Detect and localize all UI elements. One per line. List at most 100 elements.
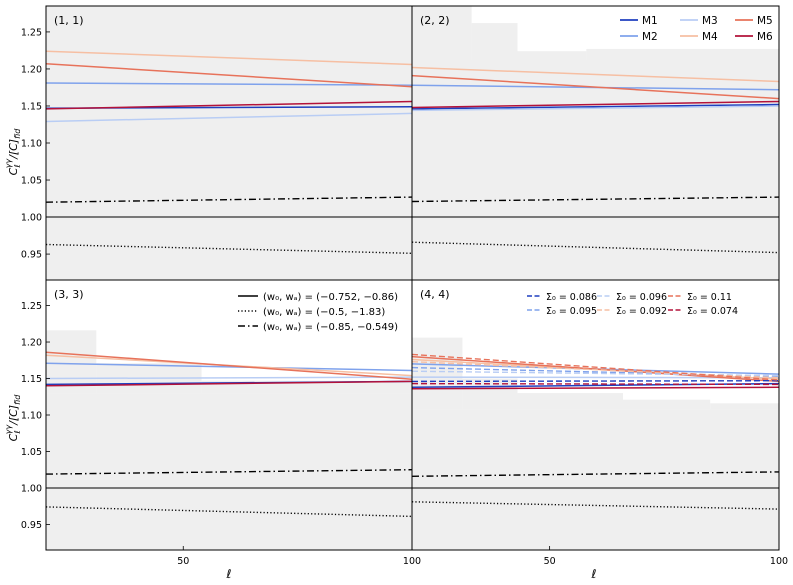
series-line	[412, 196, 779, 203]
legend-model-label: M5	[757, 15, 773, 27]
legend-w0wa-label: (w₀, wₐ) = (−0.85, −0.549)	[263, 322, 398, 333]
legend-model-label: M4	[702, 31, 718, 43]
excluded-band	[412, 6, 472, 61]
panel-label: (1, 1)	[54, 14, 84, 27]
panel-1: (1, 1) 0.95 1.00 1.05 1.10 1.15 1.20 1.25	[21, 5, 413, 281]
excluded-band	[471, 23, 518, 61]
legend-model-label: M6	[757, 31, 773, 43]
series-line	[46, 196, 412, 203]
excluded-band	[623, 399, 711, 410]
y-axis-label-lower-main: C	[7, 433, 20, 441]
excluded-band	[412, 337, 463, 410]
excluded-band	[46, 6, 412, 280]
axis-labels: Cℓγγ/[C]fid Cℓγγ/[C]fid ℓ ℓ	[4, 128, 597, 581]
series-line	[412, 353, 779, 381]
excluded-band	[517, 393, 624, 410]
series-line	[46, 82, 412, 86]
y-tick-label: 1.05	[21, 447, 42, 458]
legend-model-label: M3	[702, 15, 718, 27]
series-line	[412, 66, 779, 83]
series-line	[46, 100, 412, 110]
series-line	[412, 382, 779, 389]
y-tick-label: 1.25	[21, 301, 42, 312]
legend-w0wa-label: (w₀, wₐ) = (−0.5, −1.83)	[263, 307, 385, 318]
y-axis-label-lower-sup: γγ	[4, 424, 13, 435]
x-tick-label: 100	[770, 556, 788, 567]
y-tick-label: 1.10	[21, 411, 42, 422]
legend-sigma-label: Σ₀ = 0.074	[687, 306, 738, 317]
panels-layer: (1, 1) 0.95 1.00 1.05 1.10 1.15 1.20 1.25 (2, 2)…	[21, 5, 788, 567]
y-tick-label: 1.00	[21, 483, 42, 494]
series-line	[46, 362, 412, 372]
y-tick-label: 1.20	[21, 338, 42, 349]
legend-model-label: M1	[642, 15, 658, 27]
y-tick-label: 1.10	[21, 139, 42, 150]
y-axis-label-lower-fid: ]	[7, 405, 20, 410]
y-axis-label-fid-sub: fid	[13, 128, 22, 139]
series-line	[46, 351, 412, 380]
legend-model-label: M2	[642, 31, 658, 43]
y-axis-label-fid: ]	[7, 139, 20, 144]
series-line	[412, 370, 779, 377]
y-tick-label: 1.20	[21, 64, 42, 75]
y-axis-label-lower-fid-sub: fid	[13, 394, 22, 405]
legend-w0wa-label: (w₀, wₐ) = (−0.752, −0.86)	[263, 292, 398, 303]
y-axis-label-lower: Cℓγγ/[C]fid	[4, 394, 22, 442]
series-line	[412, 380, 779, 383]
panel-plot-area	[46, 6, 412, 280]
series-line	[46, 469, 412, 475]
series-line	[412, 471, 779, 477]
panel-plot-area	[412, 6, 779, 280]
legend-layer: M1 M2 M3 M4 M5 M6 (w₀, wₐ) = (−0.752, −0.86) (w…	[238, 15, 773, 333]
excluded-band	[46, 330, 97, 394]
panel-plot-area	[46, 330, 412, 550]
y-tick-label: 1.05	[21, 176, 42, 187]
y-tick-label: 1.25	[21, 27, 42, 38]
panel-label: (3, 3)	[54, 288, 84, 301]
excluded-band	[710, 403, 779, 410]
y-axis-label-tail: /[C	[7, 143, 20, 160]
series-line	[46, 380, 412, 387]
series-line	[46, 376, 412, 380]
series-line	[412, 105, 779, 112]
y-axis-label-main: C	[7, 167, 20, 175]
legend-sigma-label: Σ₀ = 0.096	[616, 292, 667, 303]
y-tick-label: 1.00	[21, 213, 42, 224]
panel-label: (4, 4)	[420, 288, 450, 301]
y-axis-label-sub: ℓ	[13, 164, 22, 168]
series-line	[46, 63, 412, 88]
y-axis-label-lower-tail: /[C	[7, 409, 20, 426]
y-axis-label-sup: γγ	[4, 158, 13, 169]
series-line	[412, 366, 779, 377]
series-line	[412, 382, 779, 386]
series-line	[46, 50, 412, 66]
excluded-band	[412, 409, 779, 550]
series-line	[412, 100, 779, 109]
legend-sigma-label: Σ₀ = 0.11	[687, 292, 732, 303]
y-tick-label: 0.95	[21, 250, 42, 261]
excluded-band	[412, 60, 779, 280]
x-tick-label: 100	[403, 556, 421, 567]
series-line	[412, 386, 779, 390]
x-tick-label: 50	[544, 556, 556, 567]
panel-4: (4, 4) 50 100	[411, 279, 788, 567]
excluded-band	[46, 393, 412, 550]
x-tick-label: 50	[177, 556, 189, 567]
panel-plot-area	[412, 337, 779, 550]
y-tick-label: 1.15	[21, 374, 42, 385]
panel-2: (2, 2)	[411, 5, 780, 281]
y-tick-label: 1.15	[21, 101, 42, 112]
legend-sigma-label: Σ₀ = 0.095	[546, 306, 597, 317]
excluded-band	[586, 48, 779, 61]
series-line	[412, 355, 779, 383]
panel-3: (3, 3) 0.95 1.00 1.05 1.10 1.15 1.20 1.25 50 100	[21, 279, 421, 567]
series-line	[46, 112, 412, 123]
panel-frame	[411, 279, 780, 551]
legend-sigma-label: Σ₀ = 0.086	[546, 292, 597, 303]
series-line	[412, 103, 779, 110]
panel-label: (2, 2)	[420, 14, 450, 27]
excluded-band	[517, 51, 587, 61]
y-axis-label-lower-sub: ℓ	[13, 430, 22, 434]
y-axis-label: Cℓγγ/[C]fid	[4, 128, 22, 176]
